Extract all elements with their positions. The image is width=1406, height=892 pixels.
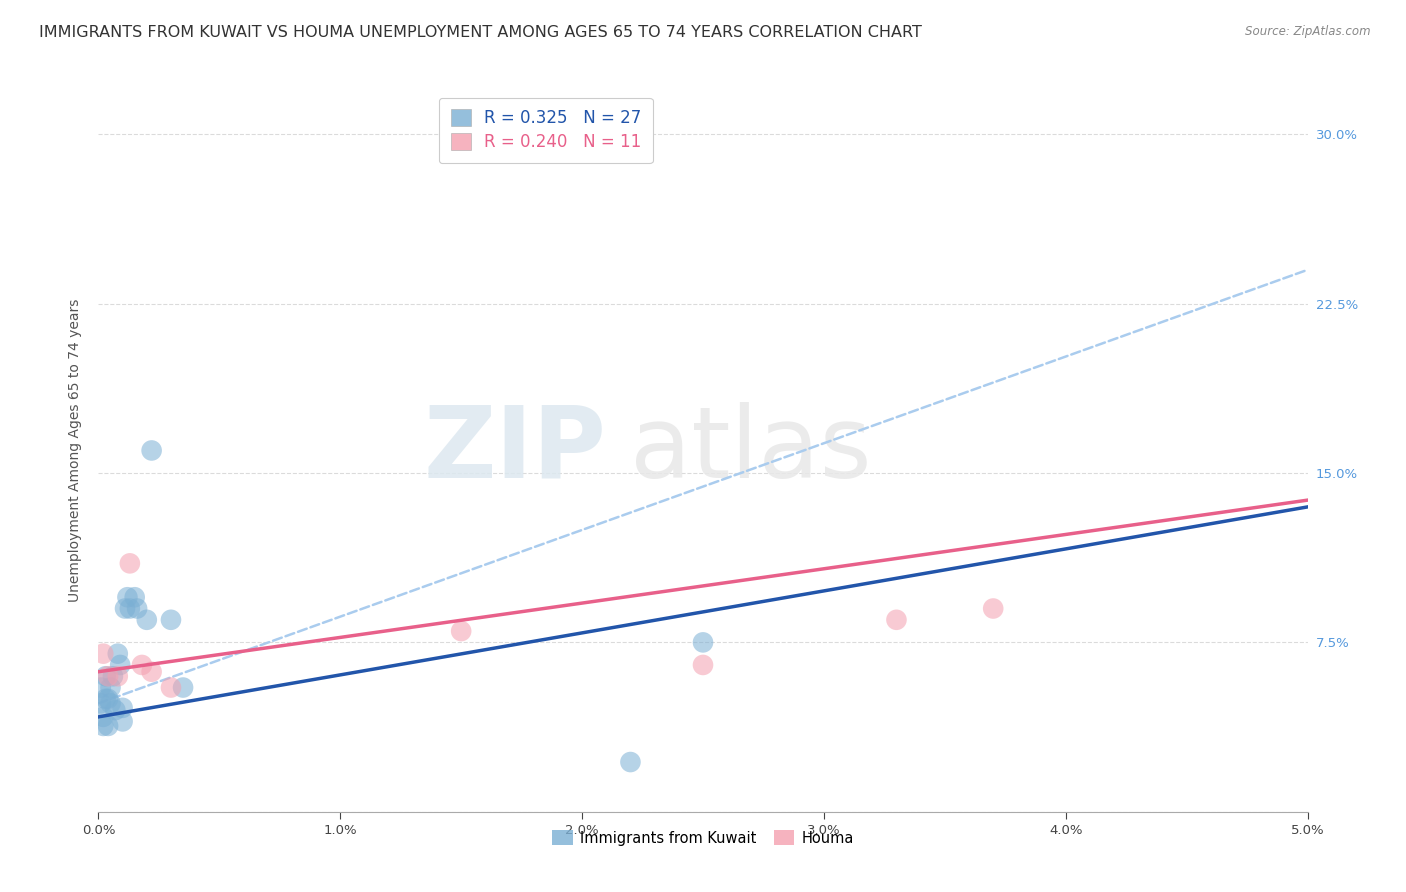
Point: [107, 669, 129, 683]
Point: [886, 613, 908, 627]
Text: atlas: atlas: [630, 402, 872, 499]
Point: [107, 647, 129, 661]
Point: [97, 691, 120, 706]
Point: [135, 613, 157, 627]
Point: [97, 719, 120, 733]
Text: Source: ZipAtlas.com: Source: ZipAtlas.com: [1246, 25, 1371, 38]
Point: [692, 635, 714, 649]
Point: [117, 591, 139, 605]
Point: [91, 710, 114, 724]
Point: [172, 681, 194, 695]
Text: ZIP: ZIP: [423, 402, 606, 499]
Point: [108, 657, 131, 672]
Text: IMMIGRANTS FROM KUWAIT VS HOUMA UNEMPLOYMENT AMONG AGES 65 TO 74 YEARS CORRELATI: IMMIGRANTS FROM KUWAIT VS HOUMA UNEMPLOY…: [39, 25, 922, 40]
Point: [124, 591, 146, 605]
Point: [91, 719, 114, 733]
Point: [160, 613, 183, 627]
Point: [114, 601, 136, 615]
Point: [450, 624, 472, 639]
Point: [101, 669, 124, 683]
Point: [97, 669, 120, 683]
Point: [127, 601, 149, 615]
Point: [100, 681, 122, 695]
Point: [141, 665, 163, 679]
Point: [111, 701, 134, 715]
Point: [91, 647, 114, 661]
Point: [100, 696, 122, 710]
Point: [94, 691, 117, 706]
Point: [111, 714, 134, 729]
Point: [981, 601, 1004, 615]
Y-axis label: Unemployment Among Ages 65 to 74 years: Unemployment Among Ages 65 to 74 years: [69, 299, 83, 602]
Point: [692, 657, 714, 672]
Point: [90, 696, 112, 710]
Point: [131, 657, 153, 672]
Point: [141, 443, 163, 458]
Point: [118, 557, 141, 571]
Point: [94, 669, 117, 683]
Point: [619, 755, 641, 769]
Point: [90, 681, 112, 695]
Point: [160, 681, 183, 695]
Point: [118, 601, 141, 615]
Point: [104, 703, 127, 717]
Legend: Immigrants from Kuwait, Houma: Immigrants from Kuwait, Houma: [547, 824, 859, 851]
